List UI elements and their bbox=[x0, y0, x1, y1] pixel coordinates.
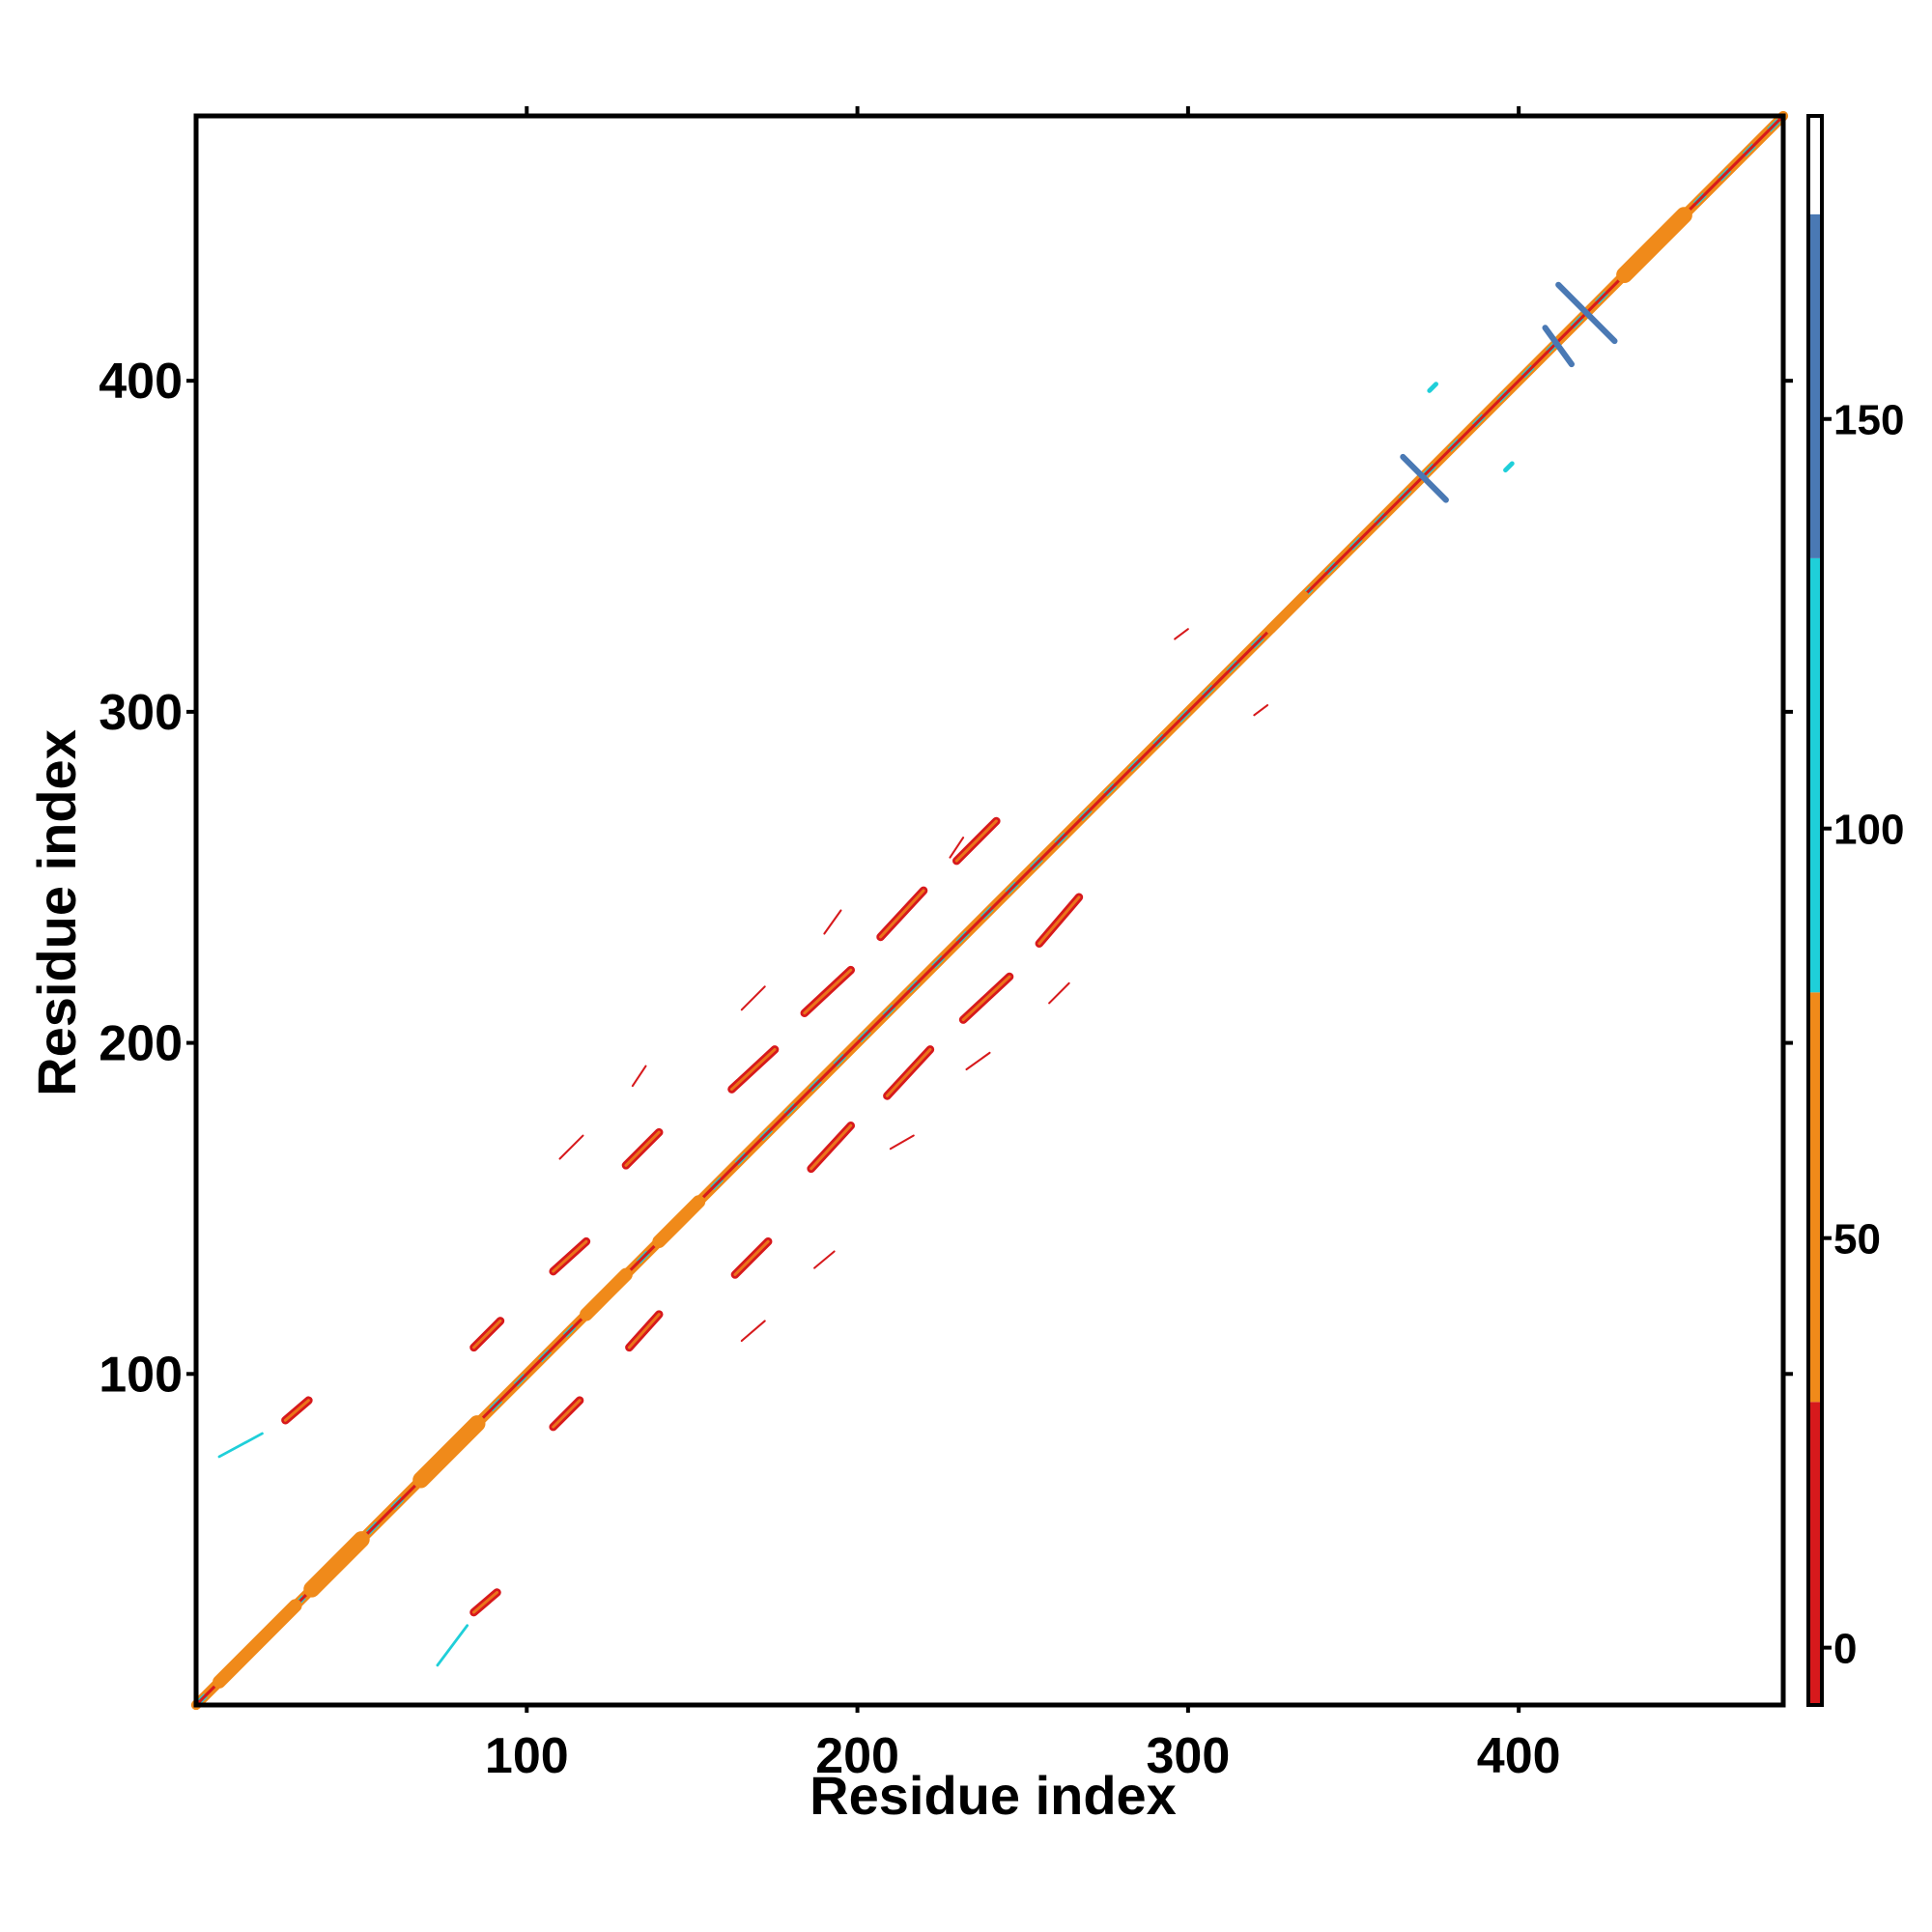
contact-feature-highlight-21 bbox=[961, 975, 1011, 1022]
x-tick-label-300: 300 bbox=[1146, 1728, 1230, 1784]
contact-feature-27 bbox=[631, 1065, 647, 1088]
x-tick-label-200: 200 bbox=[815, 1728, 899, 1784]
contact-feature-41 bbox=[217, 1432, 264, 1459]
colorbar-band-1 bbox=[1808, 1402, 1822, 1705]
y-axis: 100 200 300 400 bbox=[99, 354, 1793, 1403]
contact-feature-highlight-9 bbox=[472, 1590, 498, 1614]
x-axis-title: Residue index bbox=[810, 1765, 1177, 1826]
y-axis-title: Residue index bbox=[26, 729, 87, 1096]
contact-feature-32 bbox=[740, 1320, 766, 1343]
contact-marks bbox=[190, 110, 1789, 1711]
contact-feature-5 bbox=[652, 1195, 706, 1249]
contact-feature-highlight-18 bbox=[803, 968, 853, 1015]
contact-feature-35 bbox=[1253, 703, 1269, 717]
contact-feature-30 bbox=[889, 1134, 915, 1151]
contact-feature-highlight-20 bbox=[879, 889, 925, 939]
colorbar-band-2 bbox=[1808, 992, 1822, 1403]
contact-feature-40 bbox=[1503, 461, 1515, 473]
contact-feature-1 bbox=[213, 1599, 302, 1689]
plot-frame bbox=[193, 113, 1786, 1708]
contact-feature-6 bbox=[1265, 590, 1309, 635]
colorbar-tick-label-0: 0 bbox=[1833, 1626, 1857, 1673]
contact-feature-highlight-23 bbox=[1037, 895, 1081, 946]
contact-feature-highlight-22 bbox=[954, 819, 998, 863]
x-axis: 100 200 300 400 bbox=[485, 106, 1561, 1784]
colorbar-tick-label-150: 150 bbox=[1833, 397, 1904, 444]
x-tick-label-400: 400 bbox=[1477, 1728, 1561, 1784]
contact-feature-highlight-15 bbox=[733, 1239, 770, 1276]
colorbar: 0 50 100 150 bbox=[1806, 114, 1904, 1707]
colorbar-band-3 bbox=[1808, 557, 1822, 993]
contact-feature-highlight-10 bbox=[472, 1319, 502, 1350]
contact-feature-24 bbox=[949, 837, 965, 859]
contact-feature-34 bbox=[1174, 628, 1189, 640]
contact-feature-4 bbox=[580, 1267, 633, 1321]
contact-feature-highlight-8 bbox=[283, 1399, 310, 1422]
colorbar-tick-label-100: 100 bbox=[1833, 807, 1904, 854]
contact-feature-36 bbox=[1400, 453, 1449, 503]
contact-feature-26 bbox=[740, 985, 766, 1011]
y-tick-label-400: 400 bbox=[99, 354, 183, 410]
contact-feature-29 bbox=[965, 1051, 991, 1071]
contact-feature-37 bbox=[1542, 325, 1576, 368]
contact-feature-2 bbox=[303, 1531, 370, 1598]
contact-feature-39 bbox=[1427, 382, 1438, 393]
contact-feature-38 bbox=[1555, 281, 1618, 345]
contact-feature-highlight-12 bbox=[552, 1239, 588, 1273]
contact-feature-7 bbox=[1616, 207, 1692, 284]
contact-feature-highlight-19 bbox=[885, 1047, 932, 1097]
contact-feature-highlight-16 bbox=[730, 1047, 777, 1092]
contact-feature-33 bbox=[1048, 981, 1070, 1005]
contact-feature-highlight-11 bbox=[552, 1399, 582, 1429]
colorbar-band-5 bbox=[1808, 116, 1822, 214]
y-tick-label-300: 300 bbox=[99, 685, 183, 741]
contact-feature-highlight-14 bbox=[624, 1130, 661, 1167]
y-tick-label-100: 100 bbox=[99, 1347, 183, 1403]
y-tick-label-200: 200 bbox=[99, 1016, 183, 1072]
x-tick-label-100: 100 bbox=[485, 1728, 569, 1784]
colorbar-frame bbox=[1806, 114, 1824, 1707]
contact-feature-42 bbox=[436, 1624, 469, 1667]
contact-feature-highlight-17 bbox=[810, 1123, 853, 1171]
contact-feature-highlight-13 bbox=[627, 1313, 661, 1350]
colorbar-band-4 bbox=[1808, 213, 1822, 558]
colorbar-tick-label-50: 50 bbox=[1833, 1216, 1881, 1264]
contact-feature-31 bbox=[813, 1250, 836, 1269]
contact-feature-3 bbox=[412, 1415, 486, 1489]
contact-feature-25 bbox=[823, 909, 842, 935]
contact-feature-28 bbox=[558, 1134, 584, 1160]
